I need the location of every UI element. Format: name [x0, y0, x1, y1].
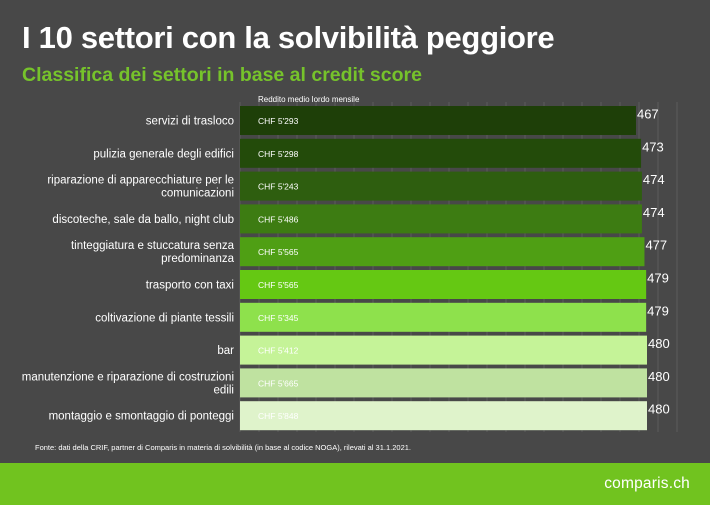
income-column-header: Reddito medio lordo mensile [258, 95, 360, 104]
category-label: riparazione di apparecchiature per le [47, 175, 234, 187]
income-label: CHF 5'486 [258, 214, 299, 224]
value-label: 474 [643, 205, 665, 220]
income-label: CHF 5'345 [258, 313, 299, 323]
bar [240, 106, 636, 135]
bar [240, 171, 642, 201]
income-label: CHF 5'665 [258, 378, 299, 388]
value-label: 467 [637, 107, 659, 122]
bar [240, 138, 642, 168]
bar [240, 237, 645, 267]
category-label: edili [214, 384, 234, 396]
income-label: CHF 5'243 [258, 182, 299, 192]
category-label: predominanza [161, 253, 234, 265]
chart-title: I 10 settori con la solvibilità peggiore [22, 20, 555, 55]
bar [240, 302, 647, 332]
income-label: CHF 5'848 [258, 411, 299, 421]
category-label: tinteggiatura e stuccatura senza [71, 240, 235, 252]
source-note: Fonte: dati della CRIF, partner di Compa… [35, 443, 412, 452]
bar [240, 368, 647, 398]
category-label: pulizia generale degli edifici [93, 148, 234, 160]
income-label: CHF 5'298 [258, 149, 299, 159]
category-label: comunicazioni [161, 188, 234, 200]
category-label: trasporto con taxi [146, 280, 234, 292]
category-label: discoteche, sale da ballo, night club [52, 214, 234, 226]
category-label: bar [217, 345, 234, 357]
category-label: coltivazione di piante tessili [95, 312, 234, 324]
value-label: 480 [648, 402, 670, 417]
bar-chart: Reddito medio lordo mensile CHF 5'293 467 s… [22, 95, 678, 432]
category-label: manutenzione e riparazione di costruzion… [22, 371, 234, 383]
income-label: CHF 5'565 [258, 280, 299, 290]
value-label: 479 [647, 271, 669, 286]
value-label: 480 [648, 336, 670, 351]
value-label: 479 [647, 303, 669, 318]
bar [240, 204, 642, 234]
income-label: CHF 5'293 [258, 116, 299, 126]
value-label: 474 [643, 172, 665, 187]
category-label: servizi di trasloco [146, 116, 234, 128]
footer-bar: comparis.ch [0, 463, 710, 505]
bar [240, 335, 647, 365]
income-label: CHF 5'412 [258, 346, 299, 356]
value-label: 477 [645, 238, 667, 253]
comparis-logo: comparis.ch [604, 475, 690, 492]
category-label: montaggio e smontaggio di ponteggi [49, 411, 234, 423]
bar [240, 401, 647, 431]
bar [240, 270, 647, 299]
chart-subtitle: Classifica dei settori in base al credit… [22, 64, 422, 86]
income-label: CHF 5'565 [258, 247, 299, 257]
value-label: 480 [648, 369, 670, 384]
value-label: 473 [642, 139, 664, 154]
